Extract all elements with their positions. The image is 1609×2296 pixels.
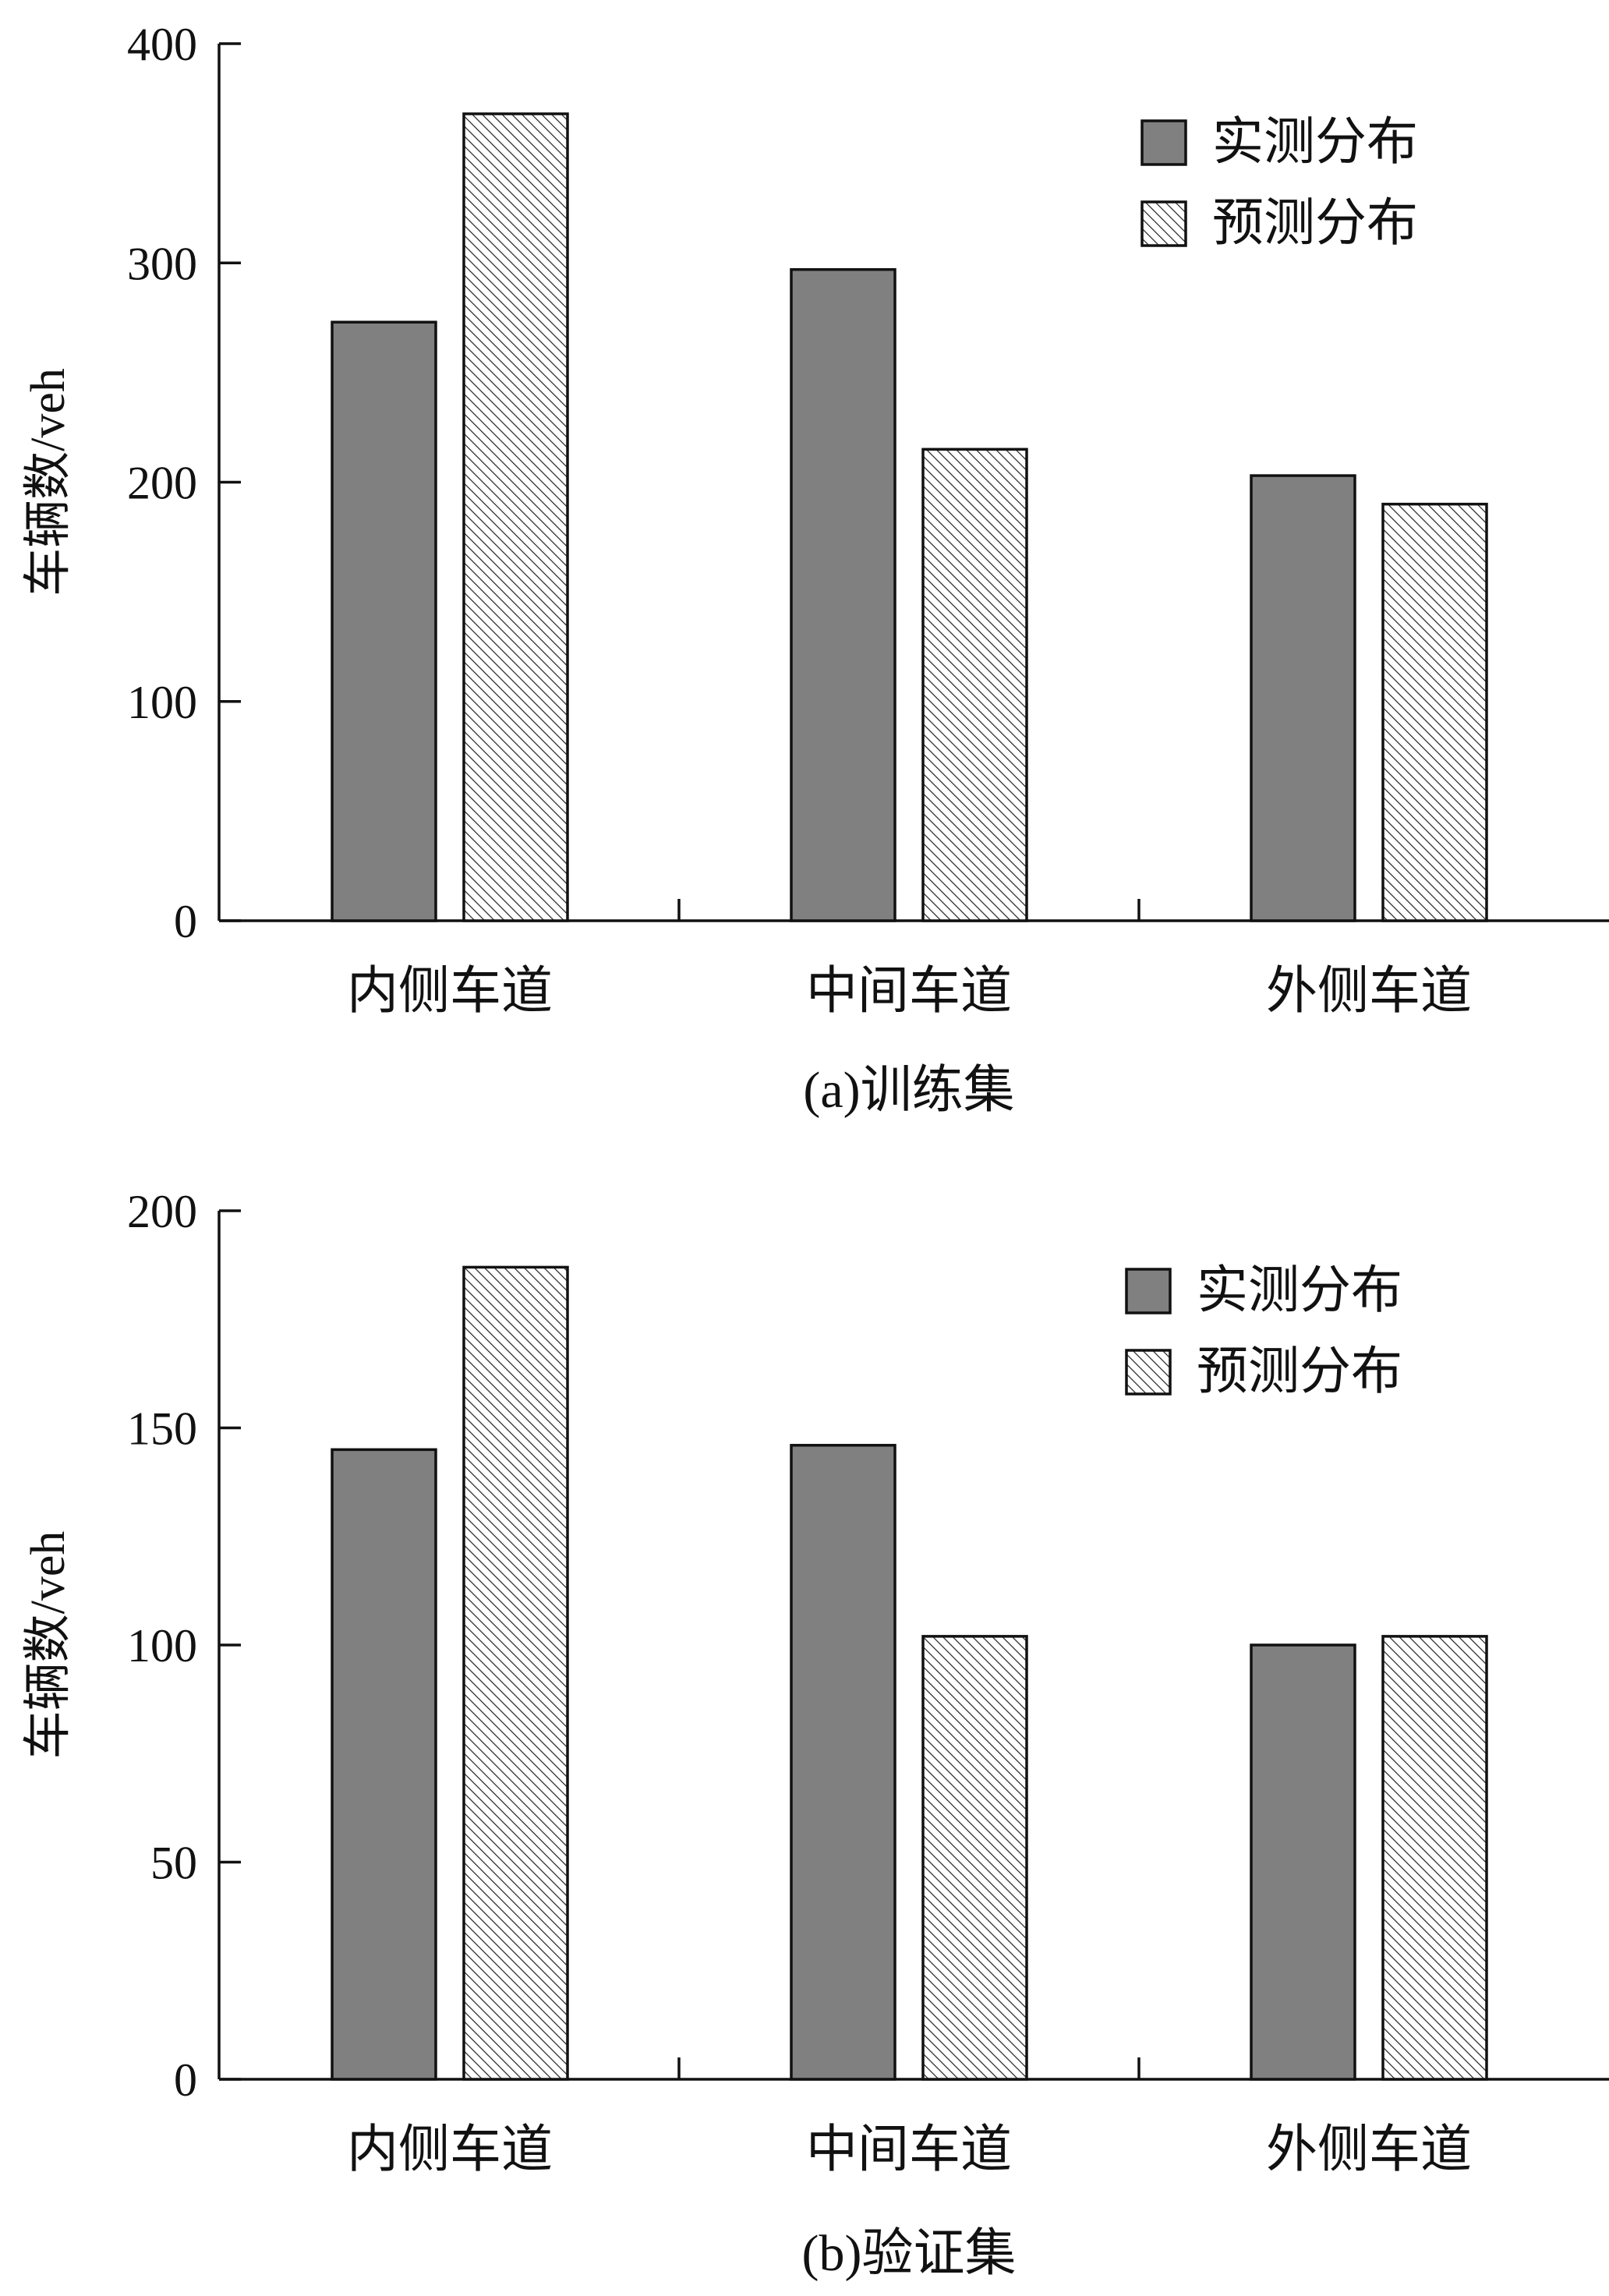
y-axis-title: 车辆数/veh: [22, 1531, 75, 1760]
y-tick-label: 100: [127, 677, 197, 728]
legend-swatch-measured: [1140, 119, 1187, 166]
bar-measured-1: [331, 320, 437, 922]
bar-measured-2: [790, 267, 896, 922]
x-category-label: 内侧车道: [347, 963, 553, 1020]
bar-predicted-1: [462, 1265, 569, 2081]
panel-caption: (b)验证集: [802, 2225, 1017, 2282]
y-tick-label: 150: [127, 1403, 197, 1455]
legend-label-measured: 实测分布: [1197, 1262, 1402, 1319]
y-tick-label: 200: [127, 458, 197, 509]
x-category-label: 中间车道: [806, 2121, 1012, 2178]
panel-caption: (a)训练集: [803, 1062, 1014, 1119]
y-tick-label: 200: [127, 1186, 197, 1237]
y-tick-label: 0: [174, 896, 197, 947]
legend-swatch-measured: [1125, 1268, 1172, 1314]
legend-swatch-predicted: [1125, 1349, 1172, 1396]
x-category-label: 外侧车道: [1266, 2121, 1472, 2178]
bar-measured-1: [331, 1448, 437, 2081]
bar-measured-2: [790, 1444, 896, 2081]
bar-measured-3: [1250, 474, 1356, 922]
y-tick-label: 400: [127, 19, 197, 70]
legend-label-predicted: 预测分布: [1197, 1343, 1402, 1400]
x-category-label: 内侧车道: [347, 2121, 553, 2178]
bar-predicted-3: [1381, 502, 1488, 922]
y-tick-label: 50: [150, 1838, 197, 1889]
y-tick-label: 300: [127, 238, 197, 289]
legend-swatch-predicted: [1140, 200, 1187, 247]
bar-predicted-1: [462, 112, 569, 922]
bar-predicted-3: [1381, 1635, 1488, 2081]
bar-measured-3: [1250, 1643, 1356, 2081]
y-tick-label: 0: [174, 2054, 197, 2106]
legend-label-predicted: 预测分布: [1212, 195, 1418, 252]
y-tick-label: 100: [127, 1620, 197, 1672]
bar-predicted-2: [921, 1635, 1028, 2081]
x-category-label: 外侧车道: [1266, 963, 1472, 1020]
legend-label-measured: 实测分布: [1212, 114, 1418, 171]
chart-panel-b: 0 50 100 150 200 内侧车道 中间车道 外侧车道 车辆数/veh (b)验证集 实测分…: [22, 1186, 1609, 2282]
chart-panel-a: 0 100 200 300 400 内侧车道 中间车道 外侧车道 车辆数/veh (a)训练集 实测…: [22, 19, 1609, 1119]
bar-predicted-2: [921, 448, 1028, 922]
x-category-label: 中间车道: [806, 963, 1012, 1020]
y-axis-title: 车辆数/veh: [22, 368, 75, 596]
